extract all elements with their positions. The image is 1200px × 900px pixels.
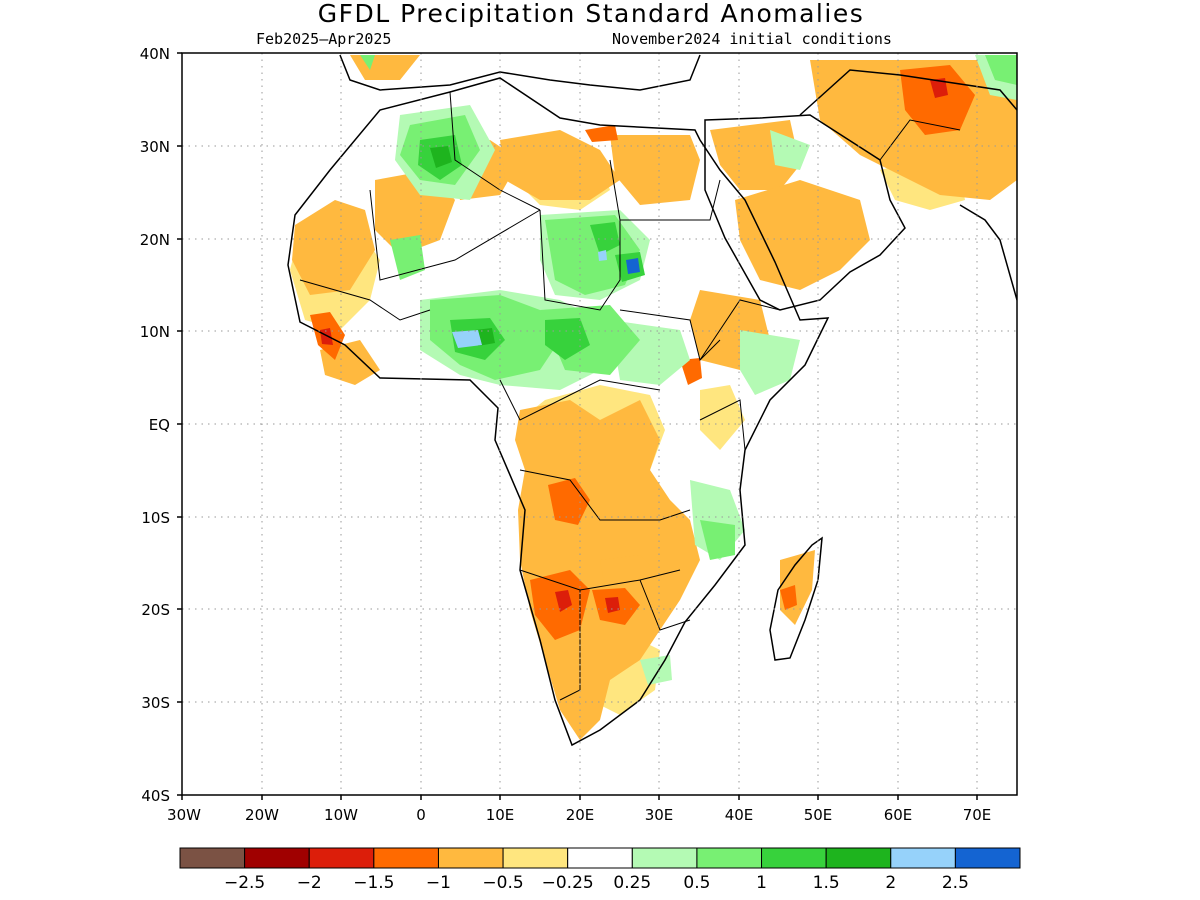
lon-label: 20W xyxy=(245,806,279,824)
graticule xyxy=(182,53,1017,795)
colorbar-label: 2.5 xyxy=(942,873,969,893)
lon-label: 70E xyxy=(963,806,992,824)
colorbar-label: −1.5 xyxy=(353,873,394,893)
forecast-period: Feb2025–Apr2025 xyxy=(256,30,391,48)
lon-label: 20E xyxy=(566,806,595,824)
country-borders xyxy=(299,91,961,701)
colorbar-swatch xyxy=(631,847,698,869)
colorbar-label: −2 xyxy=(297,873,322,893)
colorbar-swatch xyxy=(954,847,1021,869)
lon-label: 30W xyxy=(167,806,201,824)
lat-label: 10S xyxy=(141,509,170,527)
lon-label: 0 xyxy=(416,806,426,824)
lat-label: EQ xyxy=(149,416,170,434)
colorbar-label: 1.5 xyxy=(813,873,840,893)
anomaly-extreme-wet xyxy=(452,250,607,348)
colorbar-swatch xyxy=(696,847,763,869)
anomaly-max-wet xyxy=(626,258,640,274)
lon-label: 10W xyxy=(324,806,358,824)
colorbar-label: −0.5 xyxy=(482,873,523,893)
map-title: GFDL Precipitation Standard Anomalies xyxy=(318,0,864,28)
lon-label: 50E xyxy=(804,806,833,824)
colorbar-swatch xyxy=(567,847,633,869)
axis-ticks xyxy=(177,52,978,800)
anomaly-very-dry xyxy=(320,78,948,613)
colorbar-label: −0.25 xyxy=(542,873,594,893)
colorbar-label: 2 xyxy=(885,873,896,893)
anomaly-strong-dry xyxy=(310,65,975,640)
latitude-labels: 40N 30N 20N 10N EQ 10S 20S 30S 40S xyxy=(140,45,170,805)
colorbar-swatch xyxy=(761,847,827,869)
colorbar-swatch xyxy=(890,847,956,869)
lon-label: 60E xyxy=(884,806,913,824)
lon-label: 30E xyxy=(645,806,674,824)
colorbar-label: 1 xyxy=(756,873,767,893)
lat-label: 20S xyxy=(141,601,170,619)
colorbar-label: 0.25 xyxy=(613,873,651,893)
coastlines xyxy=(287,54,1017,747)
colorbar-label: 0.5 xyxy=(683,873,710,893)
lat-label: 30S xyxy=(141,694,170,712)
longitude-labels: 30W 20W 10W 0 10E 20E 30E 40E 50E 60E 70… xyxy=(167,806,991,824)
colorbar-swatch xyxy=(825,847,892,869)
initial-conditions: November2024 initial conditions xyxy=(612,30,892,48)
lat-label: 40S xyxy=(141,787,170,805)
lon-label: 10E xyxy=(486,806,515,824)
lat-label: 40N xyxy=(140,45,170,63)
colorbar-swatch xyxy=(502,847,569,869)
colorbar-swatch xyxy=(373,847,439,869)
lon-label: 40E xyxy=(725,806,754,824)
colorbar-swatch xyxy=(437,847,504,869)
colorbar-swatch xyxy=(179,847,246,869)
lat-label: 30N xyxy=(140,138,170,156)
colorbar-label: −1 xyxy=(426,873,451,893)
colorbar: −2.5 −2 −1.5 −1 −0.5 −0.25 0.25 0.5 1 1.5 2 2.5 xyxy=(179,847,1021,893)
lat-label: 20N xyxy=(140,231,170,249)
europe-landmass xyxy=(340,55,700,90)
lat-label: 10N xyxy=(140,323,170,341)
colorbar-swatch xyxy=(244,847,310,869)
colorbar-swatch xyxy=(308,847,375,869)
map-plot-area xyxy=(182,53,1017,795)
colorbar-label: −2.5 xyxy=(224,873,265,893)
